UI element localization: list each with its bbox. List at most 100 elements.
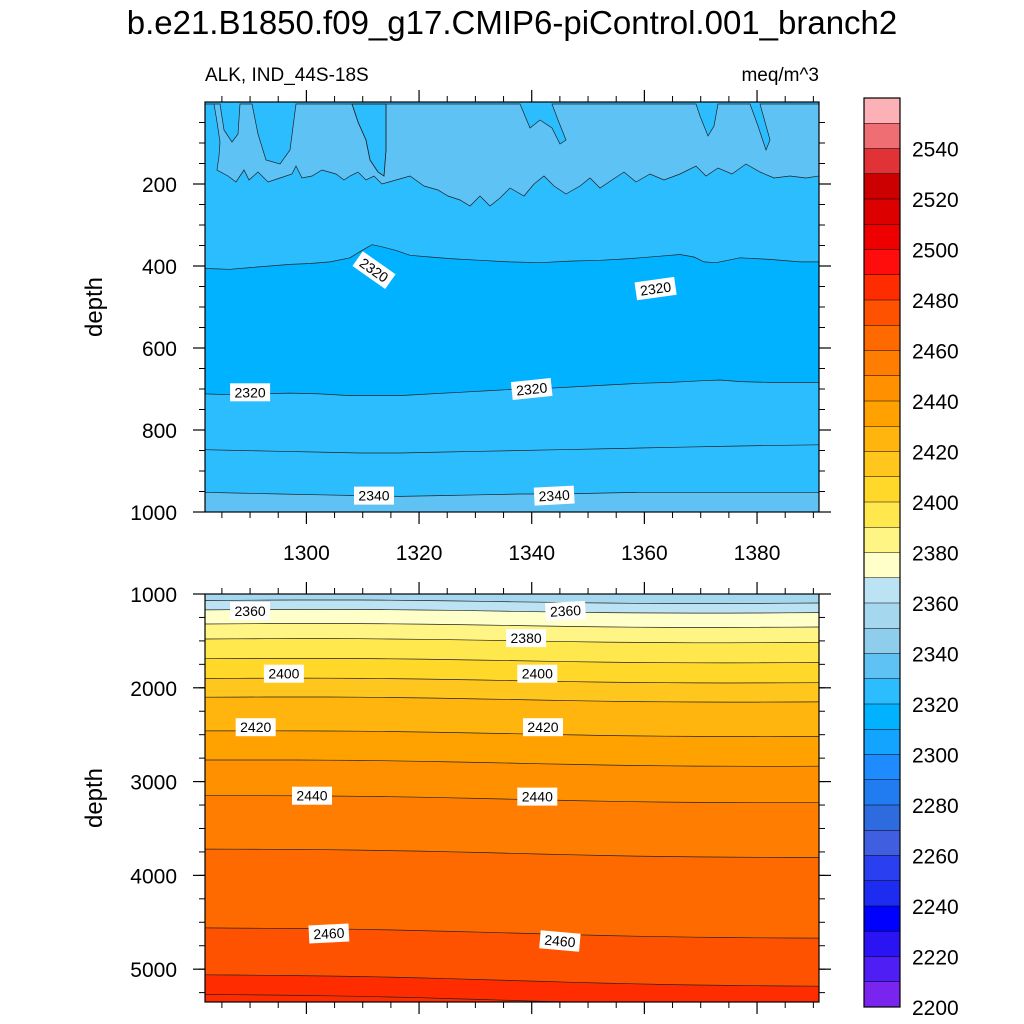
colorbar-tick-label: 2340: [912, 644, 959, 667]
lower-band-fill: [205, 678, 819, 703]
contour-label: 2360: [230, 601, 271, 620]
lower-panel-fills: [205, 594, 819, 1002]
lower-band-fill: [205, 609, 819, 628]
x-tick-label: 1320: [396, 542, 443, 565]
contour-line: [204, 244, 819, 270]
y-tick-label: 5000: [130, 959, 177, 982]
contour-label: 2440: [292, 786, 332, 805]
units-label: meq/m^3: [741, 65, 819, 86]
contour-label-text: 2360: [550, 602, 582, 620]
colorbar-swatch: [864, 931, 900, 957]
lower-band-fill: [205, 638, 819, 663]
colorbar-tick-label: 2300: [912, 745, 959, 768]
contour-label-text: 2440: [522, 789, 553, 805]
colorbar-swatch: [864, 350, 900, 377]
colorbar-swatch: [864, 451, 900, 478]
contour-line: [204, 696, 820, 703]
colorbar-tick-label: 2260: [912, 846, 959, 869]
colorbar-tick-label: 2240: [912, 896, 959, 919]
contour-label: 2340: [533, 485, 575, 506]
contour-label: 2400: [263, 664, 304, 683]
colorbar-swatch: [864, 98, 900, 124]
upper-panel-contours: [204, 103, 820, 497]
lower-band-fill: [205, 795, 819, 858]
colorbar-swatch: [864, 325, 900, 351]
colorbar-tick-label: 2540: [912, 139, 959, 162]
contour-label-text: 2340: [358, 488, 389, 504]
colorbar-swatch: [864, 173, 900, 200]
contour-line: [204, 599, 820, 604]
x-tick-label: 1360: [621, 542, 668, 565]
contour-label-box: [523, 718, 563, 737]
contour-line: [204, 658, 820, 664]
colorbar-swatch: [864, 249, 900, 276]
contour-label-box: [230, 383, 271, 402]
y-tick-label: 600: [142, 338, 177, 361]
contour-label-box: [517, 787, 558, 806]
colorbar-swatch: [864, 805, 900, 831]
colorbar-swatch: [864, 855, 900, 882]
contour-label-text: 2400: [522, 666, 553, 682]
contour-label: 2320: [510, 377, 553, 401]
colorbar-tick-label: 2400: [912, 492, 959, 515]
y-tick-label: 400: [142, 256, 177, 279]
colorbar-swatch: [864, 224, 900, 250]
lower-band-fill: [205, 658, 819, 683]
contour-label-box: [230, 601, 271, 620]
contour-label-text: 2460: [544, 932, 577, 951]
lower-panel-contours: [204, 599, 820, 1003]
contour-label-box: [308, 923, 350, 944]
lower-band-fill: [205, 730, 819, 767]
x-tick-label: 1340: [508, 542, 555, 565]
upper-band-fill: [205, 104, 819, 206]
colorbar-swatch: [864, 880, 900, 907]
colorbar-swatch: [864, 527, 900, 553]
lower-band-fill: [205, 594, 819, 604]
contour-label: 2420: [235, 718, 276, 737]
colorbar: 2540 2520 2500 2480 2460 2440 2420 2400 2380 2360…: [863, 97, 959, 1020]
colorbar-tick-label: 2420: [912, 442, 959, 465]
colorbar-swatch: [864, 577, 900, 604]
colorbar-tick-label: 2320: [912, 694, 959, 717]
lower-band-fill: [205, 600, 819, 614]
contour-label-text: 2320: [515, 379, 548, 398]
contour-label-box: [539, 930, 581, 952]
upper-band-fill: [205, 492, 819, 512]
y-tick-label: 4000: [130, 865, 177, 888]
colorbar-swatch: [864, 199, 900, 225]
contour-line: [205, 759, 820, 767]
contour-label-box: [506, 629, 547, 648]
contour-label-text: 2320: [235, 384, 266, 400]
colorbar-tick-label: 2200: [912, 997, 959, 1020]
chart-title: b.e21.B1850.f09_g17.CMIP6-piControl.001_…: [126, 4, 898, 41]
colorbar-swatch: [864, 628, 900, 654]
contour-label-box: [292, 786, 332, 805]
contour-line: [204, 609, 820, 614]
contour-label-text: 2380: [511, 630, 542, 646]
contour-label-text: 2420: [527, 719, 558, 735]
colorbar-swatch: [864, 502, 900, 528]
colorbar-swatch: [864, 123, 900, 149]
x-tick-label: 1380: [734, 542, 781, 565]
contour-label-box: [235, 718, 276, 737]
lower-plot-frame: [204, 593, 820, 1003]
contour-line: [205, 730, 819, 737]
y-tick-label: 3000: [130, 772, 177, 795]
colorbar-frame: [863, 97, 901, 1008]
y-tick-label: 200: [142, 174, 177, 197]
colorbar-swatch: [864, 552, 900, 579]
contour-label: 2320: [634, 276, 677, 301]
colorbar-tick-label: 2380: [912, 543, 959, 566]
colorbar-swatch: [864, 906, 900, 932]
contour-label: 2380: [506, 629, 547, 648]
contour-label-box: [517, 664, 558, 683]
contour-label-text: 2360: [235, 603, 266, 619]
colorbar-swatch: [864, 148, 900, 175]
contour-label-box: [533, 485, 575, 506]
upper-band-fill: [205, 380, 819, 453]
y-tick-label: 800: [142, 420, 177, 443]
y-tick-label: 1000: [130, 584, 177, 607]
colorbar-tick-label: 2460: [912, 341, 959, 364]
colorbar-swatch: [864, 704, 900, 730]
